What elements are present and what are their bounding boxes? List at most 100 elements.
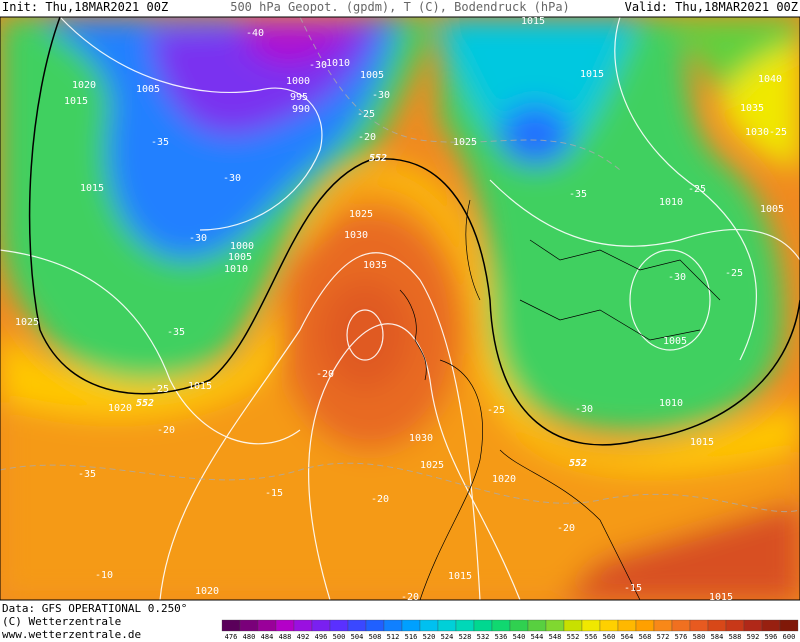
contour-label: -25: [357, 109, 375, 120]
colorbar-label: 520: [423, 633, 436, 641]
colorbar-swatch: [221, 619, 241, 632]
colorbar-swatch: [455, 619, 475, 632]
contour-label: 1020: [72, 80, 96, 91]
colorbar-label: 532: [477, 633, 490, 641]
contour-label: -25: [151, 384, 169, 395]
contour-label: -15: [624, 583, 642, 594]
contour-label: 1035: [740, 103, 764, 114]
colorbar-swatch: [707, 619, 727, 632]
colorbar-swatch: [545, 619, 565, 632]
contour-label: 1030: [745, 127, 769, 138]
colorbar-label: 572: [657, 633, 670, 641]
colorbar-label: 600: [783, 633, 796, 641]
contour-label: 1010: [659, 197, 683, 208]
contour-label: 1035: [363, 260, 387, 271]
colorbar-swatch: [599, 619, 619, 632]
colorbar-swatch: [527, 619, 547, 632]
colorbar-label: 548: [549, 633, 562, 641]
colorbar-label: 512: [387, 633, 400, 641]
colorbar-swatch: [635, 619, 655, 632]
contour-label: -25: [688, 184, 706, 195]
colorbar-label: 536: [495, 633, 508, 641]
colorbar-label: 568: [639, 633, 652, 641]
colorbar-label: 596: [765, 633, 778, 641]
colorbar-swatch: [563, 619, 583, 632]
colorbar-swatch: [437, 619, 457, 632]
contour-label: 1005: [228, 252, 252, 263]
contour-label: -30: [223, 173, 241, 184]
data-source: Data: GFS OPERATIONAL 0.250°: [2, 602, 187, 615]
contour-label: 1015: [521, 16, 545, 27]
init-time: Init: Thu,18MAR2021 00Z: [2, 0, 168, 14]
contour-label: -20: [358, 132, 376, 143]
colorbar-swatch: [239, 619, 259, 632]
colorbar-label: 492: [297, 633, 310, 641]
colorbar-label: 496: [315, 633, 328, 641]
contour-label: 1020: [195, 586, 219, 597]
contour-label: 1015: [80, 183, 104, 194]
colorbar-label: 576: [675, 633, 688, 641]
contour-label: -30: [668, 272, 686, 283]
colorbar-swatch: [419, 619, 439, 632]
colorbar-label: 540: [513, 633, 526, 641]
colorbar-label: 516: [405, 633, 418, 641]
contour-label: 1015: [690, 437, 714, 448]
contour-label: 1015: [64, 96, 88, 107]
contour-label: 552: [136, 398, 154, 409]
contour-label: -35: [78, 469, 96, 480]
colorbar-label: 556: [585, 633, 598, 641]
contour-label: -30: [309, 60, 327, 71]
contour-label: 1015: [188, 381, 212, 392]
colorbar-swatch: [779, 619, 799, 632]
colorbar-label: 476: [225, 633, 238, 641]
contour-label: -25: [769, 127, 787, 138]
contour-label: -30: [372, 90, 390, 101]
contour-label: 990: [292, 104, 310, 115]
contour-label: 1015: [448, 571, 472, 582]
colorbar-label: 488: [279, 633, 292, 641]
contour-label: 1030: [409, 433, 433, 444]
colorbar-swatch: [293, 619, 313, 632]
colorbar-label: 528: [459, 633, 472, 641]
contour-label: 1015: [709, 592, 733, 603]
contour-label: -35: [151, 137, 169, 148]
colorbar-label: 500: [333, 633, 346, 641]
colorbar-swatch: [725, 619, 745, 632]
colorbar-swatch: [761, 619, 781, 632]
contour-label: -15: [265, 488, 283, 499]
colorbar-label: 552: [567, 633, 580, 641]
contour-label: -30: [575, 404, 593, 415]
colorbar-label: 580: [693, 633, 706, 641]
contour-label: 1020: [492, 474, 516, 485]
contour-label: -25: [725, 268, 743, 279]
contour-label: 1005: [760, 204, 784, 215]
colorbar-swatch: [653, 619, 673, 632]
colorbar-label: 564: [621, 633, 634, 641]
colorbar-label: 544: [531, 633, 544, 641]
colorbar-swatch: [473, 619, 493, 632]
colorbar-swatch: [509, 619, 529, 632]
colorbar-swatch: [689, 619, 709, 632]
contour-label: -20: [157, 425, 175, 436]
colorbar-label: 592: [747, 633, 760, 641]
colorbar-swatch: [671, 619, 691, 632]
colorbar-label: 524: [441, 633, 454, 641]
colorbar-label: 504: [351, 633, 364, 641]
colorbar-swatch: [365, 619, 385, 632]
colorbar-swatch: [491, 619, 511, 632]
contour-label: 1010: [659, 398, 683, 409]
colorbar-label: 480: [243, 633, 256, 641]
contour-label: 1000: [286, 76, 310, 87]
contour-label: 1005: [136, 84, 160, 95]
colorbar-label: 584: [711, 633, 724, 641]
contour-label: -35: [569, 189, 587, 200]
contour-label: 1005: [360, 70, 384, 81]
contour-label: -10: [95, 570, 113, 581]
contour-label: 1010: [224, 264, 248, 275]
contour-label: 1040: [758, 74, 782, 85]
contour-label: 1020: [108, 403, 132, 414]
colorbar-swatch: [581, 619, 601, 632]
colorbar-label: 588: [729, 633, 742, 641]
colorbar-swatch: [743, 619, 763, 632]
